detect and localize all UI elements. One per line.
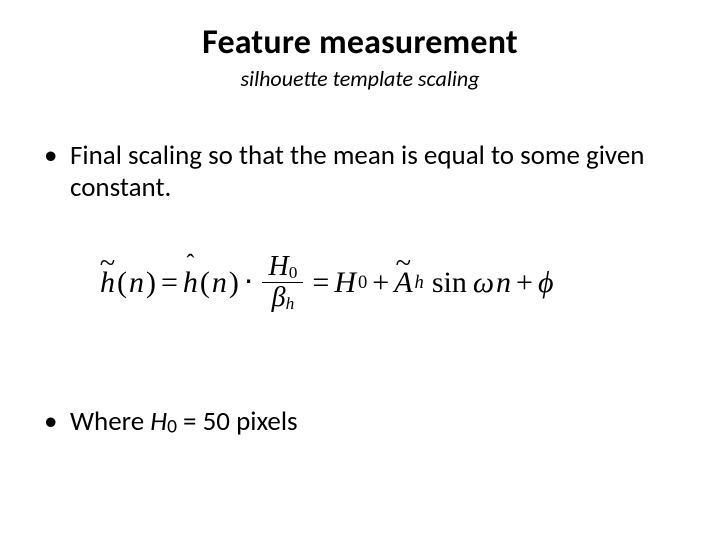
sin: sin	[426, 266, 467, 300]
frac-num-sub: 0	[289, 263, 298, 282]
H0-sub: 0	[358, 272, 367, 294]
cdot: ⋅	[241, 265, 257, 300]
equation: ~h (n) = ˆh (n) ⋅ H0 βh = H0	[100, 252, 720, 314]
bullet-list: Final scaling so that the mean is equal …	[0, 140, 720, 204]
h-hat: ˆh	[183, 266, 198, 300]
bullet-list-2: Where H0 = 50 pixels	[0, 406, 720, 438]
paren-open: (	[117, 266, 127, 300]
paren-open-2: (	[200, 266, 210, 300]
equals-1: =	[158, 266, 181, 300]
h-tilde: ~h	[100, 266, 115, 300]
slide: Feature measurement silhouette template …	[0, 0, 720, 540]
arg-n: n	[129, 266, 144, 300]
plus-1: +	[369, 266, 392, 300]
H0-inline: H0	[150, 405, 177, 438]
where-text: Where	[70, 405, 150, 438]
A-tilde: ~A	[394, 266, 412, 300]
omega: ω	[469, 266, 494, 300]
H0-var: H	[334, 266, 356, 300]
Ah-sub: h	[415, 272, 424, 294]
arg-n-2: n	[212, 266, 227, 300]
paren-close-2: )	[229, 266, 239, 300]
equation-block: ~h (n) = ˆh (n) ⋅ H0 βh = H0	[0, 252, 720, 314]
bullet-1: Final scaling so that the mean is equal …	[44, 140, 676, 204]
slide-subtitle: silhouette template scaling	[0, 63, 720, 92]
equals-2: =	[309, 266, 332, 300]
frac-num-var: H	[268, 251, 288, 282]
fraction: H0 βh	[262, 252, 303, 314]
slide-title: Feature measurement	[0, 0, 720, 63]
frac-den-sub: h	[286, 294, 295, 313]
plus-2: +	[513, 266, 536, 300]
frac-den-var: β	[272, 282, 286, 313]
pixels-text: = 50 pixels	[177, 405, 298, 438]
phi: ϕ	[538, 266, 554, 300]
n-3: n	[496, 266, 511, 300]
paren-close: )	[146, 266, 156, 300]
bullet-2: Where H0 = 50 pixels	[44, 406, 676, 438]
